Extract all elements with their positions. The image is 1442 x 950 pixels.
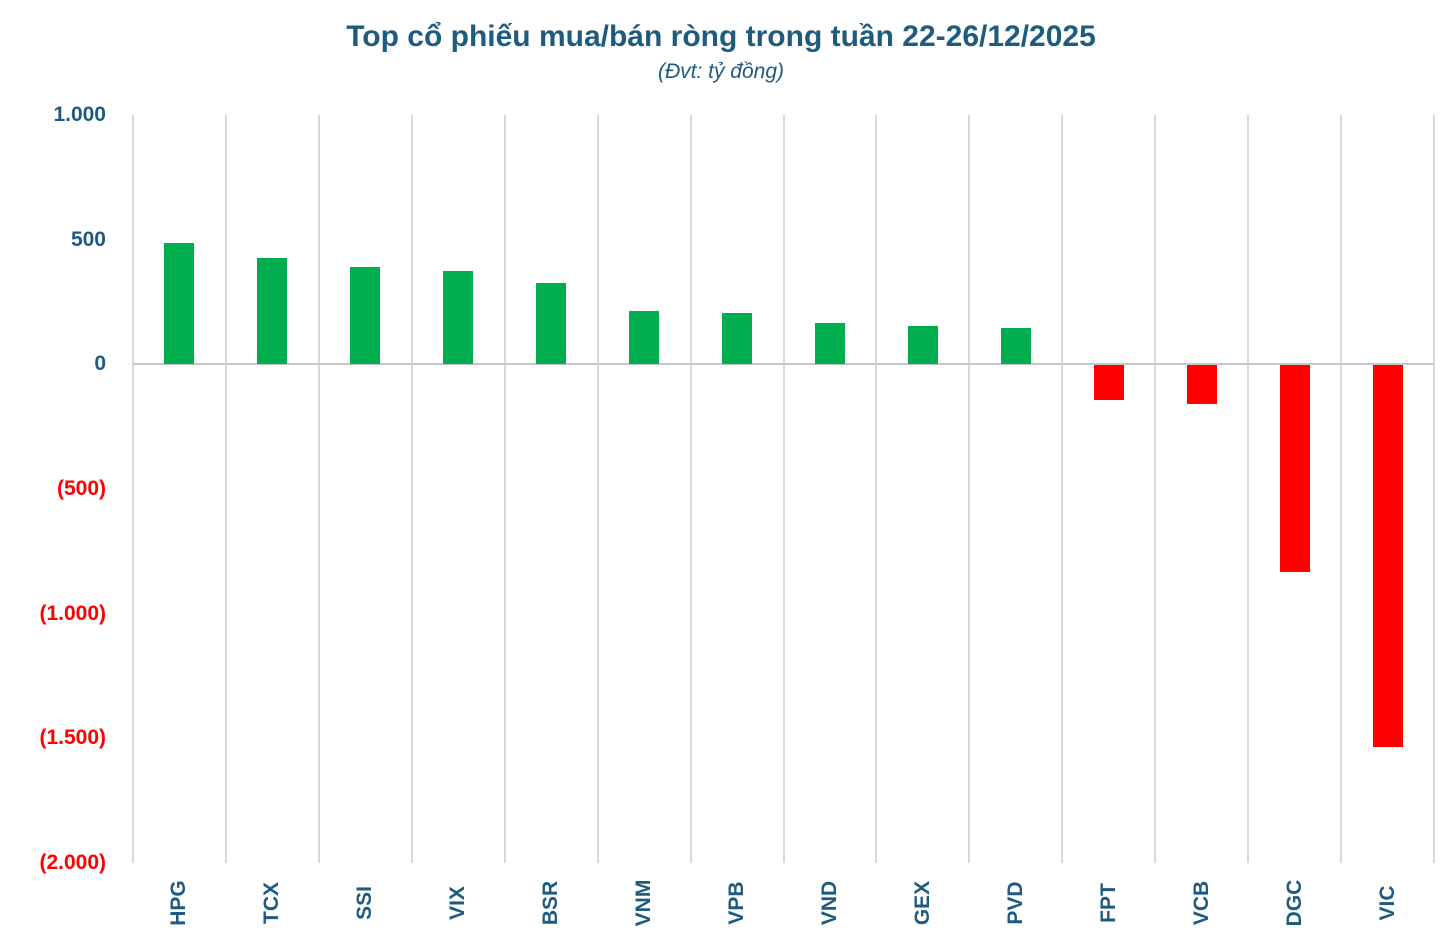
bar-VND [814, 323, 845, 365]
v-gridline [968, 115, 971, 863]
v-gridline [782, 115, 785, 863]
chart-title: Top cổ phiếu mua/bán ròng trong tuần 22-… [346, 20, 1096, 53]
x-label-VIC: VIC [1375, 885, 1399, 921]
y-tick-label: 500 [70, 227, 106, 251]
y-tick-label: (500) [56, 477, 106, 500]
x-label-VNM: VNM [632, 879, 656, 927]
v-gridline [1433, 115, 1435, 863]
x-label-HPG: HPG [167, 880, 191, 926]
x-label-TCX: TCX [260, 882, 284, 924]
bar-VPB [722, 313, 753, 365]
y-tick-label: 1.000 [53, 103, 106, 126]
chart-subtitle: (Đvt: tỷ đồng) [657, 60, 785, 83]
y-tick-label: (1.000) [39, 601, 106, 625]
x-label-VCB: VCB [1189, 880, 1213, 926]
v-gridline [1154, 115, 1157, 863]
bar-DGC [1279, 365, 1310, 573]
x-label-DGC: DGC [1282, 879, 1306, 927]
v-gridline [317, 115, 320, 863]
bar-VIC [1372, 365, 1403, 747]
bar-VNM [629, 310, 660, 365]
x-label-VIX: VIX [446, 886, 470, 920]
bar-VCB [1186, 365, 1217, 404]
bar-HPG [164, 243, 195, 365]
v-gridline [224, 115, 227, 863]
bar-PVD [1000, 328, 1031, 365]
bar-FPT [1093, 365, 1124, 401]
v-gridline [1340, 115, 1343, 863]
x-label-VND: VND [817, 880, 841, 926]
bar-TCX [257, 258, 288, 365]
y-tick-label: 0 [94, 352, 106, 376]
bar-VIX [443, 270, 474, 365]
y-tick-label: (1.500) [39, 726, 106, 750]
x-label-SSI: SSI [353, 886, 377, 920]
bar-SSI [350, 267, 381, 365]
bar-BSR [536, 283, 567, 365]
zero-axis-line [133, 363, 1434, 366]
v-gridline [1247, 115, 1250, 863]
x-label-PVD: PVD [1003, 881, 1027, 925]
x-label-FPT: FPT [1096, 883, 1120, 923]
v-gridline [132, 115, 134, 863]
v-gridline [875, 115, 878, 863]
x-label-VPB: VPB [725, 881, 749, 925]
v-gridline [503, 115, 506, 863]
bar-GEX [907, 325, 938, 365]
x-label-BSR: BSR [539, 880, 563, 926]
v-gridline [1061, 115, 1064, 863]
v-gridline [689, 115, 692, 863]
y-tick-label: (2.000) [39, 851, 106, 874]
x-label-GEX: GEX [910, 880, 934, 926]
v-gridline [596, 115, 599, 863]
v-gridline [410, 115, 413, 863]
